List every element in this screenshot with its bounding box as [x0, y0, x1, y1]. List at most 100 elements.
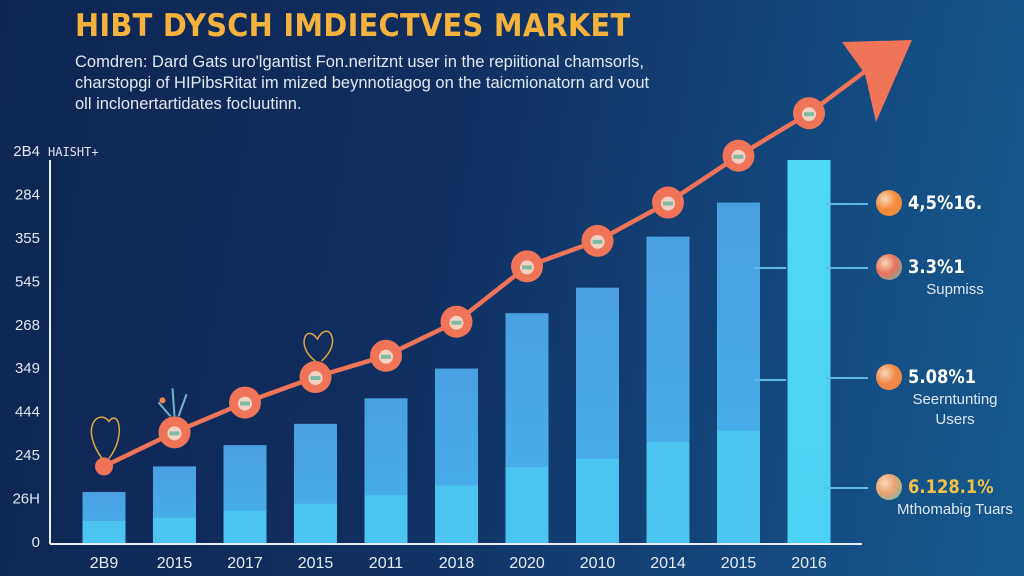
x-tick-label: 2017: [227, 555, 263, 572]
legend-item: 6.128.1% Mthomabig Tuars: [876, 474, 1016, 520]
marker-glyph-detail: [310, 376, 321, 381]
bar-lower-segment: [435, 485, 478, 543]
trend-point: [511, 250, 543, 283]
trend-point: [158, 416, 191, 449]
trend-point: [299, 361, 332, 394]
marker-glyph-detail: [381, 354, 391, 359]
legend-badge-icon: [876, 364, 902, 390]
bar: [787, 160, 831, 543]
legend-badge-icon: [876, 254, 902, 280]
bar: [294, 423, 337, 543]
x-tick-label: 2011: [369, 555, 404, 572]
bar-lower-segment: [82, 521, 126, 543]
marker-glyph-detail: [592, 239, 603, 244]
marker-glyph-detail: [522, 265, 532, 270]
y-tick-label: 268: [15, 317, 40, 334]
marker-glyph-detail: [663, 201, 673, 206]
legend-row: 3.3%1: [876, 254, 1016, 280]
arrow-head-icon: [842, 40, 912, 122]
flower-doodle-icon: [159, 397, 166, 404]
legend-item: 3.3%1 Supmiss: [876, 254, 1016, 300]
legend-label: Mthomabig Tuars: [897, 501, 1013, 518]
y-tick-label: 444: [15, 404, 40, 421]
y-tick-label: 26H: [12, 491, 40, 508]
legend-value: 3.3%1: [908, 256, 965, 278]
legend-badge-icon: [876, 190, 902, 216]
trend-point: [722, 139, 755, 172]
x-tick-label: 2020: [509, 555, 545, 572]
heart-doodle-icon: [303, 330, 334, 362]
y-tick-label: 284: [15, 186, 40, 203]
bar: [646, 236, 690, 543]
chart-subtitle: Comdren: Dard Gats uro'lgantist Fon.neri…: [75, 52, 650, 115]
trend-point: [440, 305, 473, 338]
bar-lower-segment: [576, 458, 619, 543]
trend-marker: [95, 457, 113, 476]
x-tick-labels: 2B9 2015 2017 2015 2011 2018 2020 2010 2014 2015 2…: [90, 555, 827, 572]
x-tick-label: 2B9: [90, 555, 119, 572]
y-tick-label: 245: [15, 447, 40, 464]
x-tick-label: 2014: [650, 555, 686, 572]
legend-badge-icon: [876, 474, 902, 500]
legend-row: 6.128.1%: [876, 474, 1016, 500]
bar: [153, 466, 196, 543]
bar-rect: [787, 160, 831, 543]
bar-group: [82, 160, 831, 544]
trend-point: [652, 186, 684, 219]
legend-row: 5.08%1: [876, 364, 1016, 390]
bar: [505, 313, 549, 543]
x-tick-label: 2016: [791, 555, 827, 572]
bar: [364, 398, 408, 543]
legend-row: 4,5%16.: [876, 190, 1016, 216]
marker-glyph-detail: [240, 401, 250, 406]
legend-label: Supmiss: [926, 281, 984, 298]
marker-glyph-detail: [733, 154, 744, 159]
x-tick-label: 2015: [157, 555, 193, 572]
bar-lower-segment: [717, 430, 760, 543]
bar: [717, 202, 760, 544]
trend-point: [229, 386, 261, 419]
trend-point: [793, 97, 825, 130]
trend-line-group: [90, 40, 912, 476]
y-tick-label: 349: [15, 360, 40, 377]
bar: [223, 445, 267, 543]
trend-point: [370, 339, 402, 372]
y-tick-label: 355: [15, 230, 40, 247]
x-tick-label: 2015: [298, 555, 334, 572]
subtitle-line: Comdren: Dard Gats uro'lgantist Fon.neri…: [75, 53, 644, 71]
x-tick-label: 2018: [439, 555, 475, 572]
y-tick-label: 545: [15, 273, 40, 290]
x-tick-label: 2015: [721, 555, 757, 572]
y-tick-labels: 2B4 284 355 545 268 349 444 245 26H 0: [12, 143, 40, 551]
bar-lower-segment: [646, 441, 690, 543]
bar-lower-segment: [364, 495, 408, 543]
bar-lower-segment: [294, 503, 337, 543]
bulb-doodle-icon: [90, 416, 121, 459]
y-tick-label: 2B4: [13, 143, 40, 160]
marker-glyph-detail: [169, 431, 180, 436]
legend-value: 6.128.1%: [908, 476, 994, 498]
legend-label: Seerntunting Users: [912, 391, 998, 428]
subtitle-line: oll inclonertartidates focluutinn.: [75, 95, 302, 113]
legend-value: 5.08%1: [908, 366, 977, 388]
bar-lower-segment: [505, 467, 549, 543]
trend-point: [95, 457, 113, 476]
bar-lower-segment: [153, 517, 196, 543]
legend-item: 5.08%1 Seerntunting Users: [876, 364, 1016, 430]
legend-connectors: [754, 203, 868, 489]
marker-glyph-detail: [451, 320, 462, 325]
bar-lower-segment: [223, 510, 267, 543]
bar: [576, 287, 619, 543]
plant-doodle-icon: [157, 388, 188, 418]
bar: [435, 368, 478, 543]
legend-item: 4,5%16.: [876, 190, 1016, 216]
chart-title: HIBT DYSCH IMDIECTVES MARKET: [75, 8, 631, 44]
bar: [82, 491, 126, 543]
y-tick-label: 0: [32, 534, 40, 551]
marker-glyph-detail: [804, 112, 814, 117]
legend-value: 4,5%16.: [908, 192, 983, 214]
y-axis-header: HAISHT+: [48, 145, 99, 159]
x-tick-label: 2010: [580, 555, 616, 572]
subtitle-line: charstopgi of HIPibsRitat im mized beynn…: [75, 74, 650, 92]
